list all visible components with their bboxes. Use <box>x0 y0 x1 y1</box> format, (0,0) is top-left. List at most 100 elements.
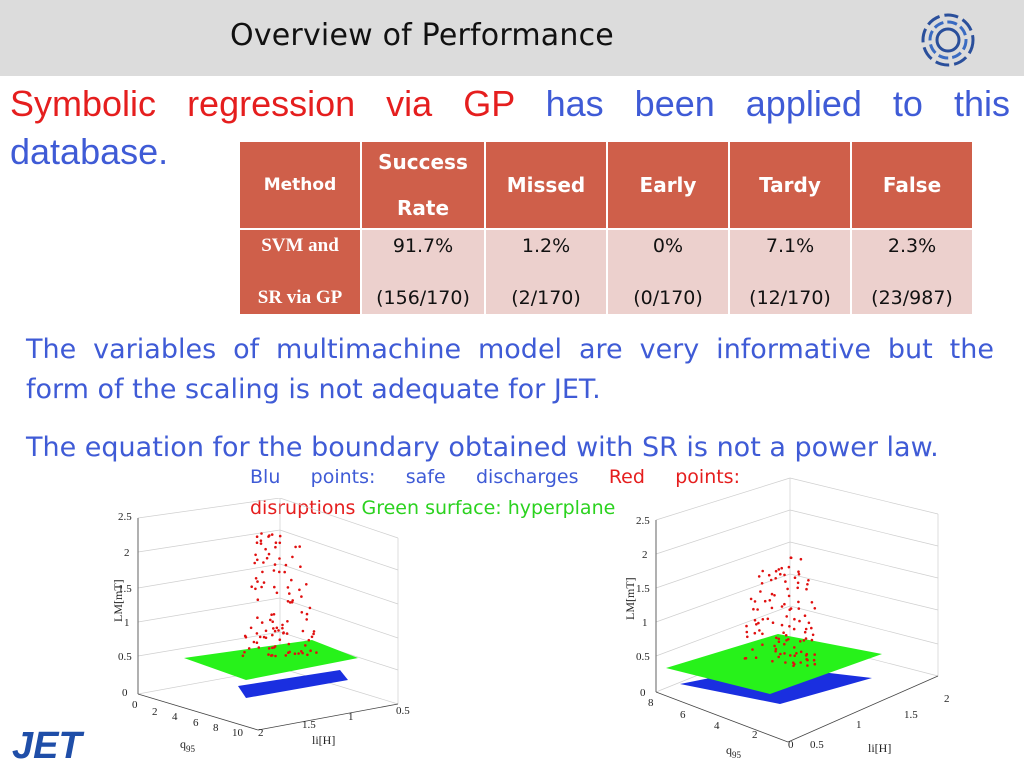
cell-early: 0% (0/170) <box>606 228 730 316</box>
success-frac: (156/170) <box>376 287 470 309</box>
disruption-point <box>774 647 778 651</box>
legend-line-2: disruptions Green surface: hyperplane <box>250 497 615 519</box>
plot2-xtick-0: 8 <box>648 697 654 709</box>
plot1-xtick-2: 4 <box>172 711 178 723</box>
disruption-point <box>784 661 787 664</box>
disruption-point <box>308 606 312 610</box>
plot2-ytick-2: 1 <box>642 617 648 629</box>
disruption-point <box>806 583 809 586</box>
disruption-point <box>268 534 271 537</box>
disruption-point <box>782 631 785 634</box>
disruption-point <box>293 652 297 655</box>
disruption-point <box>290 578 293 582</box>
tardy-frac: (12/170) <box>749 287 831 309</box>
intro-blue-text: has been applied to this <box>545 83 1010 124</box>
disruption-point <box>783 642 786 646</box>
disruption-point <box>768 599 772 602</box>
early-frac: (0/170) <box>633 287 703 309</box>
plot2-ytick-1: 0.5 <box>636 651 650 663</box>
disruption-point <box>270 654 273 657</box>
disruption-point <box>783 652 786 655</box>
disruption-point <box>288 592 291 595</box>
disruption-point <box>255 632 259 635</box>
disruption-point <box>281 626 284 630</box>
header-success-top: Success <box>378 150 468 174</box>
table-header-row: Method Success Rate Missed Early Tardy F… <box>238 140 974 230</box>
disruption-point <box>273 585 276 589</box>
disruption-point <box>803 630 807 634</box>
disruption-point <box>805 652 809 656</box>
disruption-point <box>241 654 245 658</box>
disruption-point <box>271 620 274 623</box>
disruption-point <box>281 623 284 627</box>
disruption-point <box>811 633 815 637</box>
legend-red-text: Red points: <box>608 466 740 488</box>
disruption-point <box>789 556 793 560</box>
disruption-point <box>779 572 782 576</box>
performance-table: Method Success Rate Missed Early Tardy F… <box>238 140 974 316</box>
disruption-point <box>259 542 263 545</box>
disruption-point <box>265 556 269 560</box>
plot2-yticks: 0 0.5 1 1.5 2 2.5 <box>636 515 650 699</box>
lab-logo-icon <box>921 13 975 67</box>
disruption-point <box>256 598 260 601</box>
disruption-point <box>278 638 282 641</box>
disruption-point <box>258 635 262 639</box>
scatter-3d-plot-right: 0 0.5 1 1.5 2 2.5 8 6 4 2 0 0.5 1 1.5 2 … <box>623 477 950 760</box>
disruption-point <box>286 600 290 603</box>
plot1-hyperplane <box>184 640 358 680</box>
plot2-ztick-3: 2 <box>944 693 950 705</box>
disruption-point <box>793 576 797 579</box>
plot1-xtick-3: 6 <box>193 717 199 729</box>
plot1-xtick-1: 2 <box>152 706 158 718</box>
disruption-point <box>784 634 788 637</box>
disruption-point <box>810 626 813 630</box>
disruption-point <box>300 650 303 653</box>
plot2-ztick-0: 0.5 <box>810 739 824 751</box>
disruption-point <box>799 557 803 561</box>
disruption-point <box>272 627 275 630</box>
disruption-point <box>745 624 748 628</box>
plot2-xtick-4: 0 <box>788 739 794 751</box>
early-pct: 0% <box>652 235 684 257</box>
disruption-point <box>767 573 771 577</box>
plot1-xtick-4: 8 <box>213 722 219 734</box>
plot2-xticks: 8 6 4 2 0 <box>648 697 794 751</box>
legend-line-1: Blu points: safe discharges Red points: <box>250 462 740 493</box>
disruption-point <box>262 635 266 639</box>
disruption-point <box>797 572 801 576</box>
disruption-point <box>774 577 777 580</box>
disruption-point <box>300 595 303 598</box>
disruption-point <box>286 586 290 589</box>
disruption-point <box>743 657 747 660</box>
success-pct: 91.7% <box>392 235 454 257</box>
disruption-point <box>257 646 261 649</box>
plot1-xlabel-main: q <box>180 737 186 751</box>
disruption-point <box>777 655 780 659</box>
disruption-point <box>797 570 800 573</box>
disruption-point <box>298 588 301 592</box>
disruption-point <box>783 602 786 606</box>
disruption-point <box>260 585 263 589</box>
disruption-point <box>753 631 757 635</box>
disruption-point <box>757 575 761 578</box>
plot1-disruption-points <box>241 532 318 658</box>
disruption-point <box>305 618 308 621</box>
plot1-ylabel: LM[mT] <box>111 579 125 622</box>
disruption-point <box>274 541 278 544</box>
header-early: Early <box>606 140 730 230</box>
disruption-point <box>774 569 778 573</box>
disruption-point <box>796 586 799 590</box>
disruption-point <box>312 630 316 633</box>
disruption-point <box>786 587 789 591</box>
disruption-point <box>262 561 265 564</box>
disruption-point <box>754 656 758 659</box>
disruption-point <box>300 611 304 614</box>
missed-pct: 1.2% <box>521 235 571 257</box>
cell-false: 2.3% (23/987) <box>850 228 974 316</box>
disruption-point <box>789 654 792 657</box>
plot2-ztick-1: 1 <box>856 719 862 731</box>
cell-success-rate: 91.7% (156/170) <box>360 228 486 316</box>
disruption-point <box>812 658 816 662</box>
disruption-point <box>271 633 274 637</box>
